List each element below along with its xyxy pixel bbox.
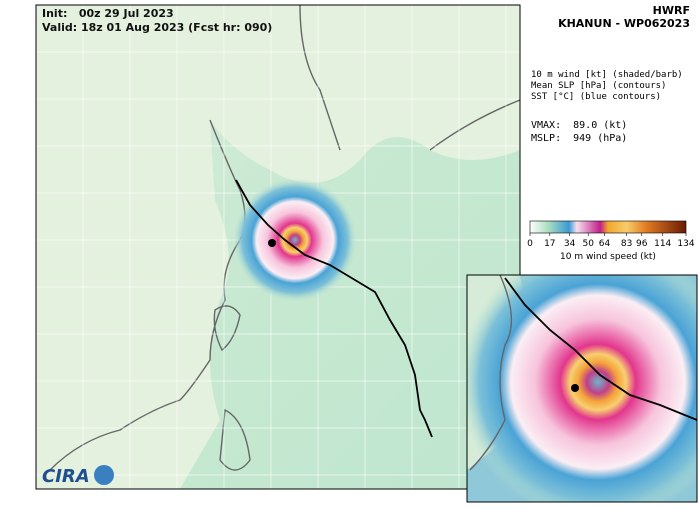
colorbar-tick-label: 96 (636, 239, 648, 249)
inset-map (467, 275, 697, 502)
init-time: Init: 00z 29 Jul 2023 (42, 7, 174, 20)
mslp: MSLP: 949 (hPa) (531, 133, 627, 144)
colorbar-tick-label: 50 (582, 239, 594, 249)
logo-badge (94, 465, 114, 485)
colorbar-tick-label: 17 (544, 239, 555, 249)
storm-name: KHANUN - WP062023 (558, 17, 690, 30)
colorbar-tick-label: 114 (654, 239, 671, 249)
vmax: VMAX: 89.0 (kt) (531, 120, 627, 131)
legend-line: 10 m wind [kt] (shaded/barb) (531, 70, 683, 80)
legend-line: Mean SLP [hPa] (contours) (531, 81, 666, 91)
colorbar-tick-label: 0 (527, 239, 533, 249)
logo: CIRA (42, 466, 90, 487)
colorbar (529, 220, 687, 234)
inset-frame (466, 274, 698, 503)
colorbar-tick-label: 83 (621, 239, 632, 249)
valid-time: Valid: 18z 01 Aug 2023 (Fcst hr: 090) (42, 21, 272, 34)
model-name: HWRF (653, 4, 690, 17)
legend-line: SST [°C] (blue contours) (531, 92, 661, 102)
main-map (36, 5, 520, 489)
colorbar-label: 10 m wind speed (kt) (560, 252, 656, 262)
colorbar-tick-label: 134 (677, 239, 694, 249)
colorbar-tick-label: 34 (564, 239, 576, 249)
colorbar-tick-label: 64 (599, 239, 611, 249)
